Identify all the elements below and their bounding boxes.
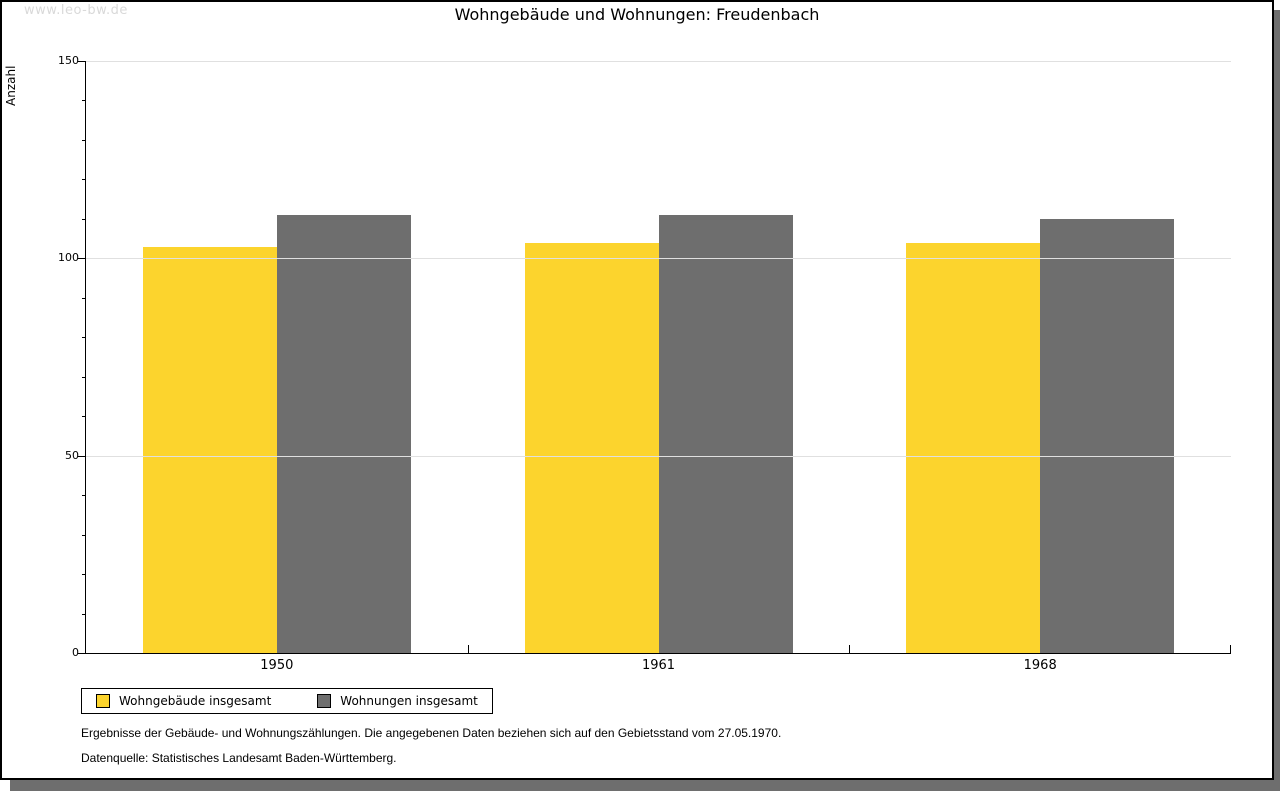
y-axis-minor-tick [82, 574, 85, 576]
gridline-100 [86, 258, 1231, 260]
watermark: www.leo-bw.de [24, 3, 128, 18]
bar-1968-wohngeb-ude-insgesamt [906, 242, 1041, 653]
legend-item: Wohnungen insgesamt [317, 694, 478, 708]
plot-area: 1950 1961 1968 0 50 100 150 [58, 54, 1231, 673]
footnote-line-2: Datenquelle: Statistisches Landesamt Bad… [81, 751, 397, 765]
bar-1950-wohngeb-ude-insgesamt [142, 246, 277, 653]
bars-row [86, 61, 1231, 653]
y-axis-tick-label: 50 [65, 448, 79, 462]
x-axis-labels: 1950 1961 1968 [86, 658, 1231, 673]
legend-swatch-icon [96, 694, 110, 708]
footnote-line-1: Ergebnisse der Gebäude- und Wohnungszähl… [81, 726, 782, 740]
bar-1961-wohngeb-ude-insgesamt [524, 242, 659, 653]
y-axis-tick-label: 150 [58, 54, 79, 67]
bar-1961-wohnungen-insgesamt [658, 214, 793, 653]
y-axis-minor-tick [82, 297, 85, 299]
y-axis-minor-tick [82, 337, 85, 339]
y-axis-minor-tick [82, 139, 85, 141]
y-axis-minor-tick [82, 416, 85, 418]
x-axis-label-1968: 1968 [1023, 658, 1057, 673]
legend: Wohngebäude insgesamt Wohnungen insgesamt [81, 688, 493, 714]
legend-swatch-icon [317, 694, 332, 708]
x-axis-boundary-tick [849, 645, 851, 653]
bar-1968-wohnungen-insgesamt [1040, 218, 1175, 653]
bar-group-1961 [468, 61, 850, 653]
y-axis-minor-tick [82, 613, 85, 615]
y-axis-minor-tick [82, 100, 85, 102]
bar-group-1950 [86, 61, 468, 653]
x-axis-label-1961: 1961 [641, 658, 676, 673]
bar-group-1968 [849, 61, 1231, 653]
x-axis-end-tick [1230, 645, 1231, 653]
gridline-150 [86, 61, 1231, 62]
legend-label: Wohnungen insgesamt [340, 694, 478, 708]
y-axis-minor-tick [82, 218, 85, 220]
y-axis-minor-tick [82, 534, 85, 536]
y-axis-major-tick [78, 653, 85, 654]
y-axis-major-tick [78, 258, 85, 260]
chart-title: Wohngebäude und Wohnungen: Freudenbach [454, 5, 820, 24]
legend-label: Wohngebäude insgesamt [119, 694, 272, 708]
y-axis-tick-label: 0 [72, 646, 79, 659]
y-axis-major-tick [78, 455, 85, 457]
x-axis-label-1950: 1950 [260, 658, 294, 673]
y-axis-minor-tick [82, 179, 85, 181]
y-axis-title: Anzahl [4, 65, 18, 106]
x-axis-boundary-tick [467, 645, 469, 653]
y-axis-major-tick [78, 61, 85, 62]
y-axis-tick-label: 100 [58, 251, 79, 265]
y-axis-minor-tick [82, 376, 85, 378]
y-axis-minor-tick [82, 495, 85, 497]
gridline-50 [86, 455, 1231, 457]
legend-item: Wohngebäude insgesamt [96, 694, 271, 708]
bar-1950-wohnungen-insgesamt [276, 214, 411, 653]
